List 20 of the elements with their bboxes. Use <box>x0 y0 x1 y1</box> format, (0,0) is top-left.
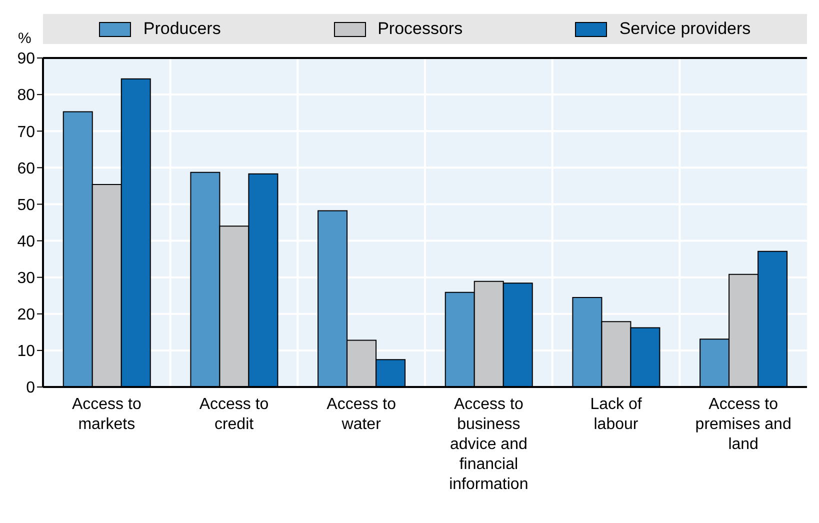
x-tick-label: Access to markets <box>72 396 142 433</box>
y-tick-label: 60 <box>17 160 36 178</box>
x-tick-label: Lack of labour <box>590 396 642 433</box>
legend-label: Producers <box>143 19 221 39</box>
y-axis-title: % <box>18 30 32 47</box>
x-tick-label: Access to water <box>326 396 396 433</box>
y-tick-label: 10 <box>17 343 36 360</box>
y-tick-label: 30 <box>17 270 36 288</box>
legend-label: Processors <box>378 19 463 39</box>
x-tick-label: Access to premises and land <box>695 396 792 453</box>
y-tick-label: 20 <box>17 306 36 324</box>
y-tick-label: 0 <box>26 380 36 397</box>
y-tick-label: 40 <box>17 233 36 250</box>
y-tick-label: 80 <box>17 87 36 104</box>
y-tick-label: 90 <box>17 50 36 68</box>
y-tick-label: 70 <box>17 124 36 141</box>
legend-label: Service providers <box>619 19 751 39</box>
x-tick-label: Access to business advice and financial information <box>449 396 528 493</box>
y-tick-label: 50 <box>17 196 36 214</box>
x-tick-label: Access to credit <box>199 396 269 433</box>
